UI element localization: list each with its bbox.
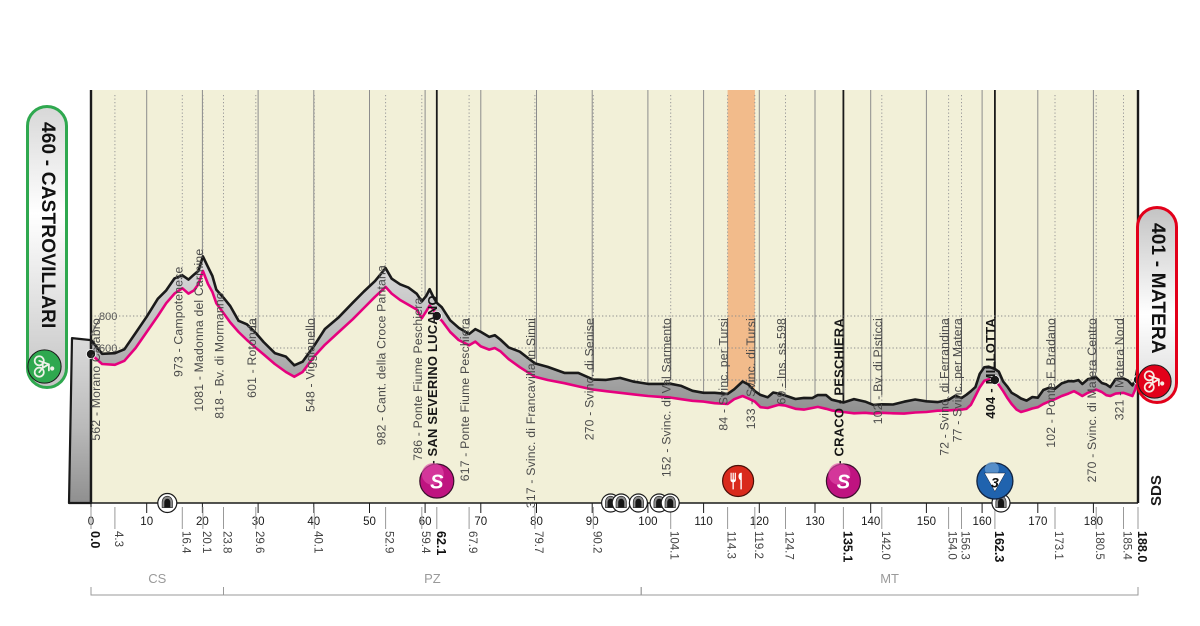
svg-text:PZ: PZ xyxy=(424,571,441,586)
svg-text:124.7: 124.7 xyxy=(783,531,795,560)
svg-text:156.3: 156.3 xyxy=(959,531,971,560)
svg-text:SDS: SDS xyxy=(1148,475,1165,506)
svg-text:77 - Svinc. per Matera: 77 - Svinc. per Matera xyxy=(951,318,965,442)
svg-text:76 - CRACO - PESCHIERA: 76 - CRACO - PESCHIERA xyxy=(831,318,846,484)
svg-text:CS: CS xyxy=(148,571,166,586)
svg-text:180.5: 180.5 xyxy=(1093,531,1105,560)
svg-text:154.0: 154.0 xyxy=(946,531,958,560)
svg-text:70: 70 xyxy=(474,516,487,528)
svg-text:110: 110 xyxy=(694,516,712,528)
svg-text:79.7: 79.7 xyxy=(532,531,544,553)
svg-text:0.0: 0.0 xyxy=(88,531,102,548)
svg-text:119.2: 119.2 xyxy=(752,531,764,559)
svg-text:173.1: 173.1 xyxy=(1052,531,1064,560)
svg-text:548 - Viggianello: 548 - Viggianello xyxy=(303,318,317,412)
svg-text:50: 50 xyxy=(363,516,376,528)
svg-text:188.0: 188.0 xyxy=(1135,531,1149,562)
svg-text:140: 140 xyxy=(861,516,880,528)
svg-text:102 - Bv. di Pisticci: 102 - Bv. di Pisticci xyxy=(871,318,885,424)
svg-text:160: 160 xyxy=(973,516,992,528)
svg-text:90.2: 90.2 xyxy=(590,531,602,553)
svg-text:865 - SAN SEVERINO LUCANO: 865 - SAN SEVERINO LUCANO xyxy=(425,295,440,491)
svg-text:270 - Svinc. di Matera Centro: 270 - Svinc. di Matera Centro xyxy=(1085,318,1099,482)
svg-text:S: S xyxy=(430,472,444,494)
svg-text:152 - Svinc. di Val Sarmento: 152 - Svinc. di Val Sarmento xyxy=(660,318,674,477)
svg-text:MT: MT xyxy=(880,571,899,586)
svg-text:114.3: 114.3 xyxy=(725,531,737,559)
svg-text:30: 30 xyxy=(252,516,265,528)
svg-text:1081 - Madonna del Carmine: 1081 - Madonna del Carmine xyxy=(192,249,206,412)
svg-text:10: 10 xyxy=(140,516,153,528)
svg-text:270 - Svinc. di Senise: 270 - Svinc. di Senise xyxy=(582,318,596,440)
svg-text:23.8: 23.8 xyxy=(221,531,233,553)
svg-text:4.3: 4.3 xyxy=(112,531,124,547)
svg-text:100: 100 xyxy=(638,516,657,528)
svg-text:135.1: 135.1 xyxy=(840,531,854,562)
svg-text:80: 80 xyxy=(530,516,543,528)
svg-text:786 - Ponte Fiume Peschiera: 786 - Ponte Fiume Peschiera xyxy=(411,297,425,460)
svg-text:29.6: 29.6 xyxy=(253,531,265,553)
svg-text:180: 180 xyxy=(1084,516,1103,528)
svg-text:133 - Svinc. di Tursi: 133 - Svinc. di Tursi xyxy=(744,318,758,429)
svg-text:818 - Bv. di Mormanno: 818 - Bv. di Mormanno xyxy=(213,292,227,419)
svg-text:617 - Ponte Fiume Peschiera: 617 - Ponte Fiume Peschiera xyxy=(458,318,472,481)
svg-text:62.1: 62.1 xyxy=(434,531,448,555)
svg-text:72 - Svinc. di Ferrandina: 72 - Svinc. di Ferrandina xyxy=(938,318,952,456)
svg-text:102 - Ponte F. Bradano: 102 - Ponte F. Bradano xyxy=(1044,318,1058,448)
svg-text:104.1: 104.1 xyxy=(668,531,680,560)
svg-text:162.3: 162.3 xyxy=(992,531,1006,562)
svg-text:67.9: 67.9 xyxy=(466,531,478,553)
svg-text:130: 130 xyxy=(805,516,824,528)
svg-text:69 - Ins. ss.598: 69 - Ins. ss.598 xyxy=(775,318,789,405)
svg-text:142.0: 142.0 xyxy=(879,531,891,560)
svg-text:16.4: 16.4 xyxy=(179,531,191,554)
svg-text:90: 90 xyxy=(586,516,599,528)
svg-text:973 - Campotenese: 973 - Campotenese xyxy=(171,266,185,376)
svg-text:982 - Cant. della Croce Pantan: 982 - Cant. della Croce Pantana xyxy=(375,265,389,445)
svg-text:562 - Morano Calabro: 562 - Morano Calabro xyxy=(89,318,103,441)
svg-text:60: 60 xyxy=(419,516,432,528)
svg-text:S: S xyxy=(837,472,851,494)
svg-text:84 - Svinc. per Tursi: 84 - Svinc. per Tursi xyxy=(717,318,731,431)
svg-text:150: 150 xyxy=(917,516,936,528)
svg-text:404 - MILLOTTA: 404 - MILLOTTA xyxy=(983,318,998,419)
svg-text:59.4: 59.4 xyxy=(419,531,431,554)
svg-text:321 - Matera Nord: 321 - Matera Nord xyxy=(1113,318,1127,420)
svg-text:185.4: 185.4 xyxy=(1121,531,1133,560)
svg-text:52.9: 52.9 xyxy=(383,531,395,553)
svg-text:170: 170 xyxy=(1028,516,1047,528)
svg-text:317 - Svinc. di Francavilla in: 317 - Svinc. di Francavilla in Sinni xyxy=(524,318,538,508)
svg-text:40.1: 40.1 xyxy=(311,531,323,553)
svg-text:3: 3 xyxy=(991,475,999,491)
svg-text:20.1: 20.1 xyxy=(200,531,212,553)
svg-text:601 - Rotonda: 601 - Rotonda xyxy=(245,318,259,398)
svg-text:120: 120 xyxy=(750,516,769,528)
